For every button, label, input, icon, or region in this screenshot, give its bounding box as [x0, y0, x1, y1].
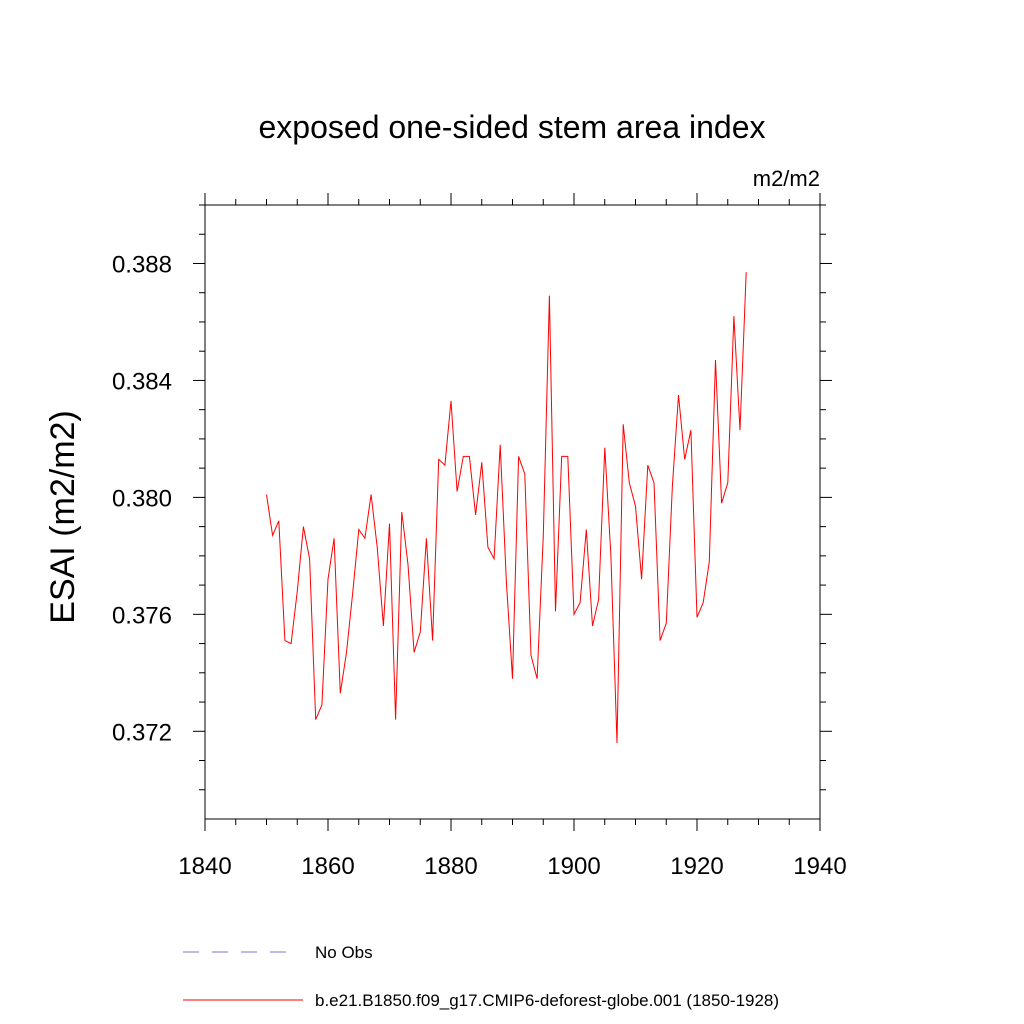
y-tick-label: 0.384: [112, 368, 172, 395]
x-tick-label: 1940: [793, 853, 846, 880]
legend-label: No Obs: [315, 943, 373, 962]
y-axis-label: ESAI (m2/m2): [44, 410, 82, 623]
x-tick-label: 1880: [424, 853, 477, 880]
axis-tick-labels: 1840 1860 1880 1900 1920 1940 0.372 0.376 0.380 0…: [112, 251, 847, 880]
y-tick-label: 0.376: [112, 602, 172, 629]
x-tick-label: 1920: [670, 853, 723, 880]
y-tick-label: 0.372: [112, 719, 172, 746]
y-tick-label: 0.380: [112, 485, 172, 512]
x-tick-label: 1900: [547, 853, 600, 880]
chart-title: exposed one-sided stem area index: [259, 109, 766, 145]
axis-ticks: [193, 193, 832, 831]
series-layer: [266, 272, 747, 744]
legend: No Obs b.e21.B1850.f09_g17.CMIP6-deforest…: [183, 943, 779, 1010]
x-tick-label: 1860: [301, 853, 354, 880]
legend-label: b.e21.B1850.f09_g17.CMIP6-deforest-globe…: [315, 991, 779, 1010]
units-label: m2/m2: [753, 166, 820, 191]
plot-frame: [204, 204, 821, 820]
series-line-0: [266, 272, 747, 744]
x-tick-label: 1840: [178, 853, 231, 880]
y-tick-label: 0.388: [112, 251, 172, 278]
